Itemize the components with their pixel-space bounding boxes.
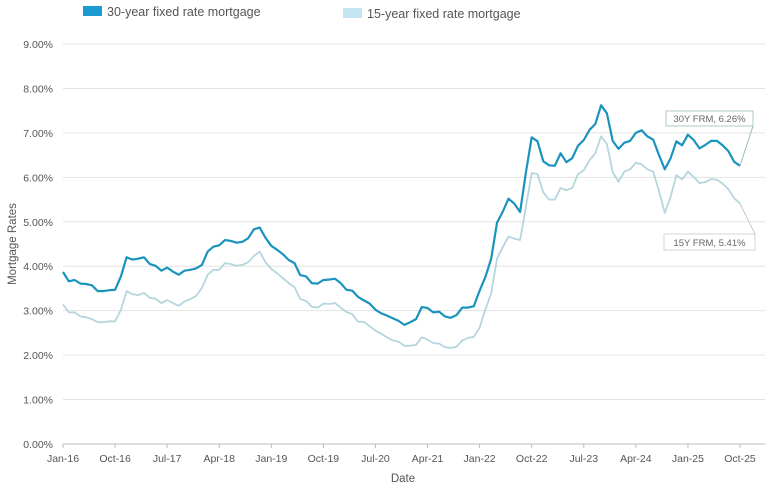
annotation-30y-leader (740, 126, 753, 166)
x-tick-label: Jan-25 (672, 453, 704, 465)
y-tick-label: 2.00% (23, 350, 53, 362)
x-tick-label: Oct-16 (99, 453, 131, 465)
x-tick-label: Jul-17 (153, 453, 182, 465)
legend-swatch-15y (343, 8, 362, 18)
y-tick-label: 6.00% (23, 172, 53, 184)
x-tick-label: Apr-21 (412, 453, 444, 465)
y-tick-label: 9.00% (23, 39, 53, 51)
legend-label-15y: 15-year fixed rate mortgage (367, 7, 521, 21)
legend: 30-year fixed rate mortgage 15-year fixe… (83, 5, 521, 21)
x-tick-label: Jan-19 (255, 453, 287, 465)
y-tick-label: 3.00% (23, 306, 53, 318)
legend-item-30y[interactable]: 30-year fixed rate mortgage (83, 5, 261, 19)
x-axis-ticks: Jan-16 Oct-16 Jul-17 Apr-18 Jan-19 Oct-19 Jul-… (47, 444, 756, 465)
y-tick-label: 7.00% (23, 128, 53, 140)
y-axis-ticks: 0.00% 1.00% 2.00% 3.00% 4.00% 5.00% 6.00% 7.00%… (23, 39, 53, 451)
y-tick-label: 8.00% (23, 83, 53, 95)
x-tick-label: Jul-20 (361, 453, 390, 465)
series-line-30y (63, 105, 740, 325)
series-lines (63, 105, 740, 348)
x-tick-label: Apr-18 (203, 453, 235, 465)
y-tick-label: 4.00% (23, 261, 53, 273)
annotation-30y-label: 30Y FRM, 6.26% (673, 114, 746, 125)
x-tick-label: Oct-25 (724, 453, 756, 465)
x-tick-label: Apr-24 (620, 453, 652, 465)
annotation-15y: 15Y FRM, 5.41% (664, 204, 755, 250)
x-tick-label: Oct-19 (308, 453, 340, 465)
y-tick-label: 1.00% (23, 395, 53, 407)
x-tick-label: Jan-22 (464, 453, 496, 465)
x-tick-label: Jan-16 (47, 453, 79, 465)
annotation-30y: 30Y FRM, 6.26% (666, 111, 753, 166)
y-tick-label: 0.00% (23, 439, 53, 451)
legend-item-15y[interactable]: 15-year fixed rate mortgage (343, 7, 521, 21)
gridlines (63, 44, 765, 444)
x-tick-label: Oct-22 (516, 453, 548, 465)
legend-label-30y: 30-year fixed rate mortgage (107, 5, 261, 19)
series-line-15y (63, 136, 740, 348)
annotation-15y-label: 15Y FRM, 5.41% (673, 238, 746, 249)
y-tick-label: 5.00% (23, 217, 53, 229)
x-tick-label: Jul-23 (569, 453, 598, 465)
legend-swatch-30y (83, 6, 102, 16)
annotation-15y-leader (740, 204, 755, 234)
y-axis-title: Mortgage Rates (7, 203, 19, 285)
x-axis-title: Date (391, 473, 415, 485)
